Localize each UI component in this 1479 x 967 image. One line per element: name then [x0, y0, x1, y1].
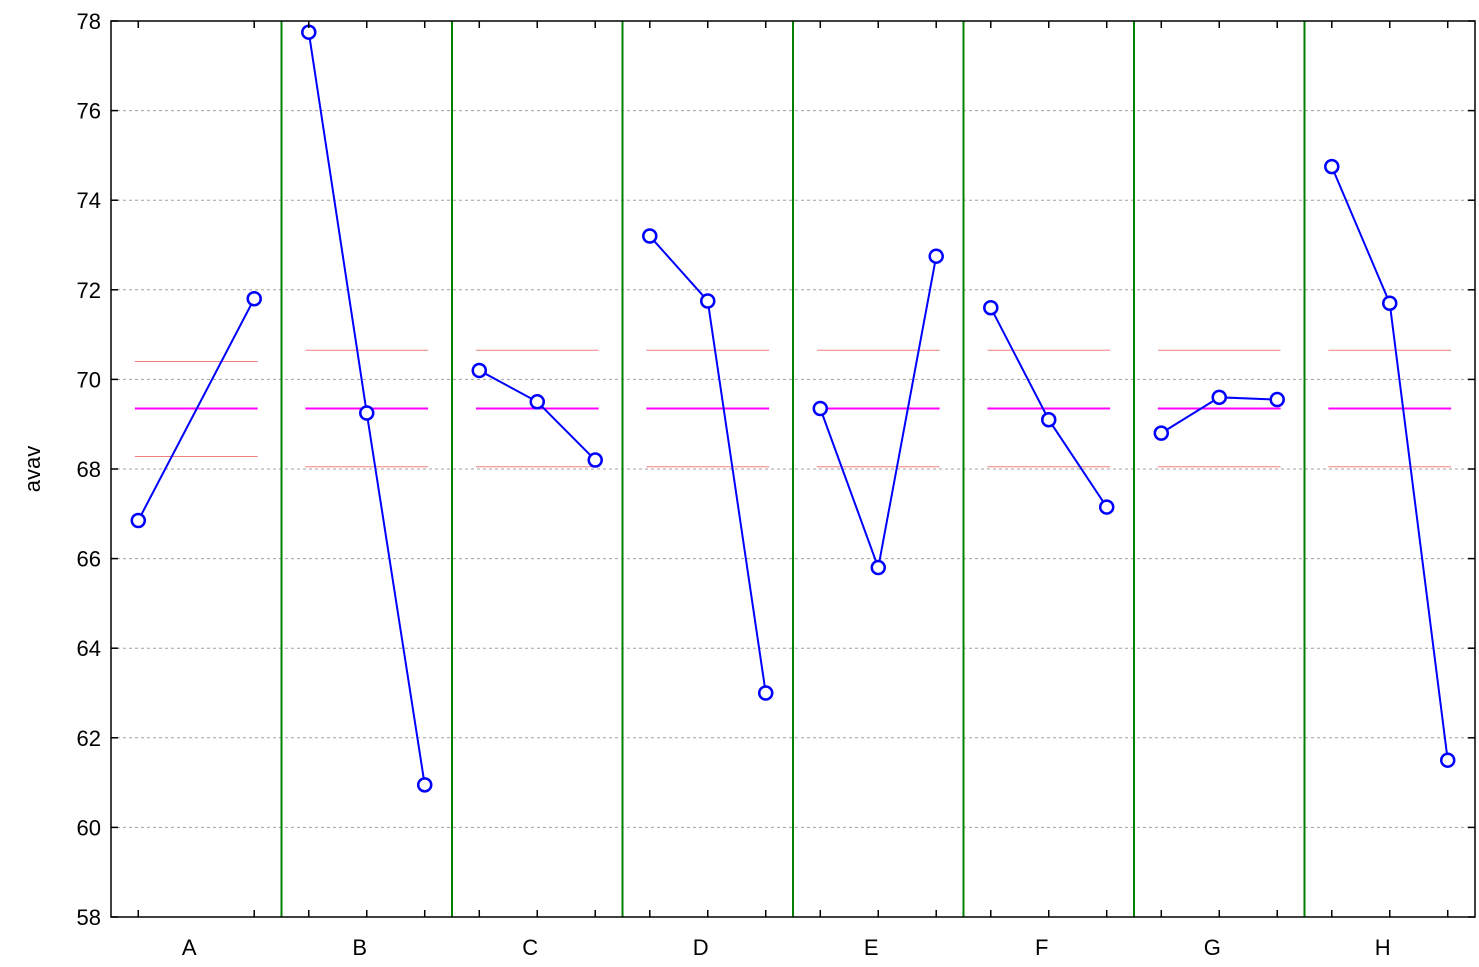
data-point-F-3: [1098, 499, 1115, 515]
series-layer: [130, 24, 1456, 793]
data-point-A-1: [130, 512, 147, 529]
data-point-D-3: [757, 685, 774, 701]
data-point-B-2: [359, 405, 375, 421]
grid-lines: [111, 110, 1475, 828]
y-tick-label-72: 72: [77, 278, 101, 303]
data-point-H-1: [1324, 158, 1340, 175]
series-line-A: [137, 298, 256, 521]
x-category-label-E: E: [864, 935, 879, 960]
x-category-label-D: D: [693, 935, 709, 960]
data-point-C-2: [529, 394, 545, 410]
y-tick-label-62: 62: [77, 726, 101, 751]
data-point-C-3: [587, 452, 603, 468]
factor-separators: [280, 21, 1306, 917]
data-point-H-2: [1382, 295, 1398, 311]
axis-labels: 58 60 62 64 66 68 70 72 74 76 78 A B C D E F G H: [77, 9, 1391, 960]
y-tick-label-58: 58: [77, 905, 101, 930]
data-point-H-3: [1439, 752, 1456, 768]
x-category-label-A: A: [182, 935, 197, 960]
data-point-F-1: [983, 299, 999, 316]
series-line-F: [989, 307, 1108, 508]
data-point-A-2: [246, 291, 262, 307]
y-tick-label-64: 64: [77, 636, 101, 661]
data-point-B-3: [416, 777, 433, 793]
y-axis-label: avav: [20, 446, 45, 492]
y-tick-label-70: 70: [77, 367, 101, 392]
data-point-E-1: [812, 400, 829, 417]
y-tick-label-76: 76: [77, 99, 101, 124]
x-category-label-H: H: [1375, 935, 1391, 960]
x-category-label-G: G: [1204, 935, 1221, 960]
x-category-label-B: B: [352, 935, 367, 960]
series-line-E: [819, 256, 938, 572]
data-point-C-1: [471, 362, 488, 379]
y-tick-label-66: 66: [77, 547, 101, 572]
y-tick-label-74: 74: [77, 188, 101, 213]
data-point-E-2: [870, 559, 886, 576]
x-category-label-F: F: [1035, 935, 1048, 960]
y-tick-label-68: 68: [77, 457, 101, 482]
series-line-H: [1330, 166, 1449, 761]
data-point-D-2: [700, 293, 716, 309]
data-point-G-2: [1211, 389, 1227, 406]
axis-ticks: [111, 20, 1475, 918]
data-point-G-1: [1153, 425, 1170, 441]
data-point-F-2: [1041, 411, 1057, 428]
y-tick-label-78: 78: [77, 9, 101, 34]
series-line-C: [478, 369, 596, 461]
data-point-E-3: [928, 248, 944, 264]
data-point-G-3: [1269, 391, 1285, 408]
y-tick-label-60: 60: [77, 815, 101, 840]
x-category-label-C: C: [522, 935, 538, 960]
data-point-D-1: [642, 228, 658, 244]
